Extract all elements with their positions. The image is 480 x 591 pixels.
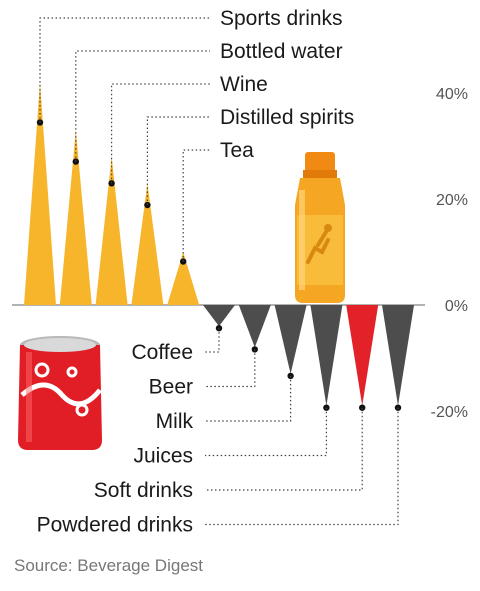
category-labels: Sports drinks Bottled water Wine Distilled … — [37, 7, 355, 537]
label-juices: Juices — [133, 445, 193, 468]
bar-distilled-spirits — [131, 183, 164, 305]
bar-sports-drinks — [24, 82, 56, 306]
label-bottled-water: Bottled water — [220, 40, 343, 63]
bar-bottled-water — [59, 130, 92, 305]
label-distilled-spirits: Distilled spirits — [220, 106, 354, 129]
y-tick-label: -20% — [431, 404, 468, 421]
y-tick-label: 0% — [445, 298, 468, 315]
leader-soft-drinks — [205, 407, 363, 491]
y-tick-label: 20% — [436, 192, 468, 209]
leader-milk — [205, 375, 292, 422]
leader-bottled-water — [75, 50, 210, 162]
label-wine: Wine — [220, 73, 268, 96]
label-beer: Beer — [149, 376, 193, 399]
leader-coffee — [205, 328, 220, 353]
bar-soft-drinks — [346, 305, 379, 406]
leader-powdered-drinks — [205, 407, 399, 526]
bar-tea — [167, 252, 200, 305]
sports-drink-bottle-icon — [295, 152, 345, 303]
label-milk: Milk — [156, 410, 194, 433]
bar-beer — [238, 305, 271, 348]
bar-milk — [274, 305, 307, 374]
leader-tea — [182, 149, 210, 262]
bar-juices — [310, 305, 343, 406]
label-tea: Tea — [220, 139, 254, 162]
label-powdered-drinks: Powdered drinks — [37, 514, 193, 537]
label-coffee: Coffee — [132, 341, 194, 364]
source-note: Source: Beverage Digest — [14, 556, 203, 575]
bar-powdered-drinks — [382, 305, 414, 406]
leader-wine — [110, 83, 210, 184]
leader-sports-drinks — [39, 17, 210, 123]
bar-coffee — [203, 305, 235, 327]
label-soft-drinks: Soft drinks — [94, 479, 193, 502]
leader-beer — [205, 349, 256, 388]
leader-juices — [205, 407, 327, 457]
tip-dot-milk — [287, 372, 294, 380]
tip-dot-beer — [251, 346, 258, 353]
label-sports-drinks: Sports drinks — [220, 7, 343, 30]
bars — [12, 82, 425, 406]
soda-can-icon — [18, 336, 102, 450]
y-axis-ticks: 40% 20% 0% -20% — [431, 86, 468, 421]
leader-distilled-spirits — [146, 116, 210, 206]
leader-lines — [36, 17, 402, 526]
bar-wine — [95, 156, 128, 305]
y-tick-label: 40% — [436, 86, 468, 103]
